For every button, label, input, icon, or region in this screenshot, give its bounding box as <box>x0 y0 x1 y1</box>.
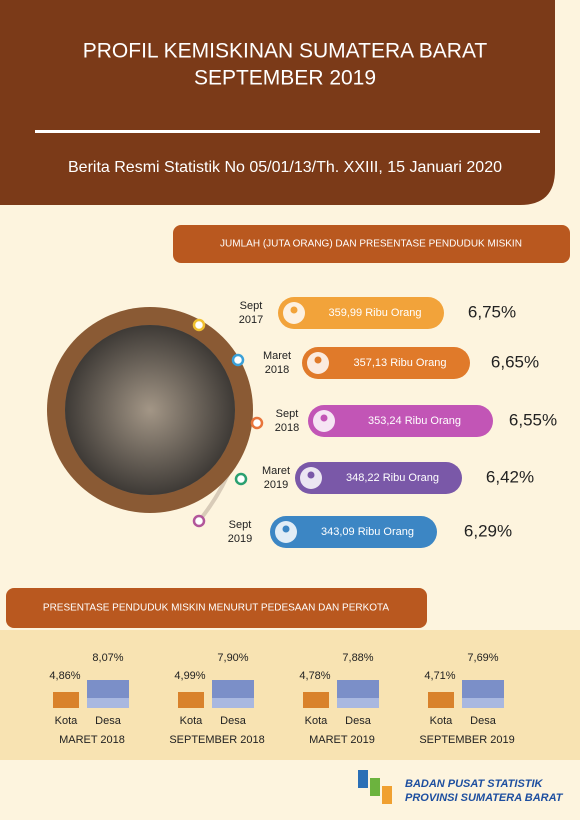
desa-percent: 7,69% <box>467 652 498 664</box>
period-label: SEPTEMBER 2018 <box>169 734 264 746</box>
person-icon-head <box>290 306 298 314</box>
person-icon-head <box>314 356 322 364</box>
desa-label: Desa <box>95 715 122 727</box>
bps-logo <box>358 770 392 804</box>
person-icon-head <box>282 525 290 533</box>
desa-percent: 7,90% <box>217 652 248 664</box>
count-text: 359,99 Ribu Orang <box>329 307 422 319</box>
period-label: Sept <box>276 408 299 420</box>
count-text: 343,09 Ribu Orang <box>321 526 414 538</box>
kota-percent: 4,86% <box>49 670 80 682</box>
village-field <box>212 698 254 708</box>
desa-label: Desa <box>470 715 497 727</box>
subtitle: Berita Resmi Statistik No 05/01/13/Th. X… <box>68 159 502 176</box>
count-pill <box>302 347 470 379</box>
section-banner <box>173 225 570 263</box>
percent-text: 6,65% <box>491 352 539 371</box>
count-text: 353,24 Ribu Orang <box>368 415 461 427</box>
count-text: 348,22 Ribu Orang <box>346 472 439 484</box>
count-pill <box>270 516 437 548</box>
percent-text: 6,29% <box>464 521 512 540</box>
photo-shade <box>65 325 235 495</box>
city-icon <box>303 692 329 708</box>
percent-text: 6,75% <box>468 302 516 321</box>
count-pill <box>278 297 444 329</box>
timeline-dot <box>234 472 248 486</box>
kota-percent: 4,78% <box>299 670 330 682</box>
village-field <box>87 698 129 708</box>
period-label: 2019 <box>264 479 288 491</box>
person-icon-head <box>307 471 315 479</box>
section-banner <box>6 588 427 628</box>
percent-text: 6,55% <box>509 410 557 429</box>
count-text: 357,13 Ribu Orang <box>354 357 447 369</box>
kota-label: Kota <box>180 715 204 727</box>
timeline-dot <box>231 353 245 367</box>
timeline-dot <box>192 318 206 332</box>
period-label: MARET 2019 <box>309 734 375 746</box>
kota-label: Kota <box>430 715 454 727</box>
period-label: Sept <box>229 519 252 531</box>
divider <box>35 130 540 133</box>
person-icon-head <box>320 414 328 422</box>
kota-percent: 4,71% <box>424 670 455 682</box>
village-field <box>337 698 379 708</box>
title: PROFIL KEMISKINAN SUMATERA BARAT <box>83 40 488 63</box>
period-label: SEPTEMBER 2019 <box>419 734 514 746</box>
period-label: Maret <box>262 465 290 477</box>
desa-label: Desa <box>220 715 247 727</box>
period-label: 2018 <box>265 364 289 376</box>
count-pill <box>295 462 462 494</box>
kota-label: Kota <box>55 715 79 727</box>
timeline-dot <box>192 514 206 528</box>
village-field <box>462 698 504 708</box>
city-icon <box>53 692 79 708</box>
period-label: Sept <box>240 300 263 312</box>
count-pill <box>308 405 493 437</box>
desa-label: Desa <box>345 715 372 727</box>
footer-text: BADAN PUSAT STATISTIK <box>405 778 544 790</box>
period-label: 2017 <box>239 314 263 326</box>
period-label: 2019 <box>228 533 252 545</box>
section-heading: JUMLAH (JUTA ORANG) DAN PRESENTASE PENDU… <box>220 239 522 250</box>
period-label: 2018 <box>275 422 299 434</box>
kota-percent: 4,99% <box>174 670 205 682</box>
kota-label: Kota <box>305 715 329 727</box>
period-label: MARET 2018 <box>59 734 125 746</box>
desa-percent: 8,07% <box>92 652 123 664</box>
period-label: Maret <box>263 350 291 362</box>
desa-percent: 7,88% <box>342 652 373 664</box>
city-icon <box>428 692 454 708</box>
title: SEPTEMBER 2019 <box>194 67 376 90</box>
percent-text: 6,42% <box>486 467 534 486</box>
timeline-dot <box>250 416 264 430</box>
header-panel <box>0 0 555 205</box>
section-heading: PRESENTASE PENDUDUK MISKIN MENURUT PEDES… <box>43 603 390 614</box>
footer-text: PROVINSI SUMATERA BARAT <box>405 792 564 804</box>
city-icon <box>178 692 204 708</box>
